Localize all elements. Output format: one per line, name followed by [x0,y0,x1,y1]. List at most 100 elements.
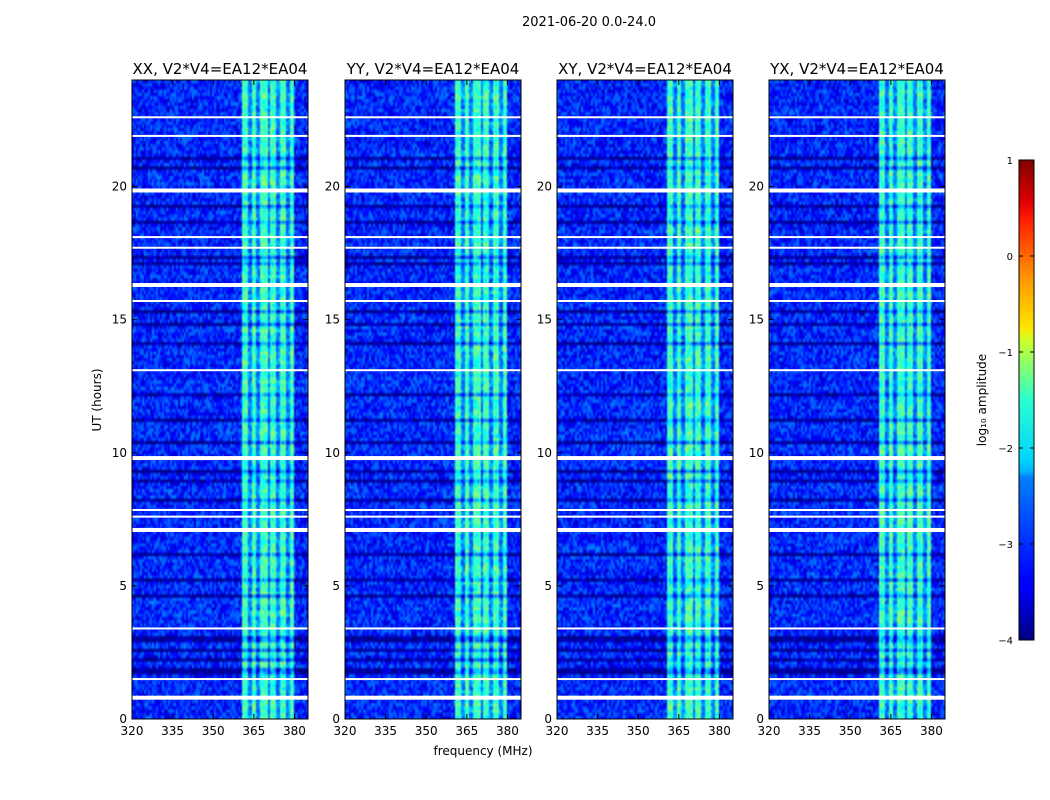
y-tick-label: 20 [749,180,764,194]
panel-3: XY, V2*V4=EA12*EA04 320 335 350 365 380 0 5 10 15… [537,60,734,738]
y-tick-label: 5 [544,579,552,593]
flag-gap-row [557,246,733,249]
flag-gap-row [769,627,945,630]
y-tick-label: 20 [325,180,340,194]
flag-gap-row [345,695,521,700]
y-axis-label: UT (hours) [90,368,104,431]
flag-gap-row [557,695,733,700]
flag-gap-row [769,246,945,249]
flag-gap-row [345,627,521,630]
x-tick-label: 365 [455,724,478,738]
flag-gap-row [769,283,945,288]
x-tick-label: 320 [334,724,357,738]
y-tick-label: 0 [332,712,340,726]
y-tick-label: 0 [544,712,552,726]
y-tick-label: 10 [537,446,552,460]
colorbar-tick-label: −3 [998,540,1013,551]
colorbar-label: log₁₀ amplitude [975,354,989,446]
panel-title: YY, V2*V4=EA12*EA04 [346,60,520,78]
flag-gap-row [132,188,308,193]
flag-gap-row [132,527,308,532]
flag-gap-row [557,283,733,288]
panel-1: XX, V2*V4=EA12*EA04 320 335 350 365 380 0 5 10 15… [112,60,309,738]
flag-gap-row [132,134,308,137]
flag-gap-row [769,236,945,239]
flag-gap-row [557,236,733,239]
x-tick-label: 335 [374,724,397,738]
flag-gap-row [557,116,733,119]
y-tick-label: 15 [537,313,552,327]
panel-4: YX, V2*V4=EA12*EA04 320 335 350 365 380 0 5 10 15… [749,60,946,738]
x-tick-label: 350 [839,724,862,738]
flag-gap-row [769,116,945,119]
x-tick-label: 320 [121,724,144,738]
flag-gap-row [769,456,945,461]
x-tick-label: 380 [920,724,943,738]
y-tick-label: 10 [325,446,340,460]
flag-gap-row [769,695,945,700]
flag-gap-row [769,369,945,372]
heatmap-image [132,80,308,719]
flag-gap-row [769,299,945,302]
flag-gap-row [345,299,521,302]
flag-gap-row [345,236,521,239]
x-tick-label: 320 [546,724,569,738]
flag-gap-row [132,515,308,518]
panel-title: XX, V2*V4=EA12*EA04 [133,60,308,78]
flag-gap-row [557,188,733,193]
y-tick-label: 10 [749,446,764,460]
colorbar-tick-label: −4 [998,636,1013,647]
flag-gap-row [557,515,733,518]
colorbar-tick-label: −1 [998,348,1013,359]
flag-gap-row [345,508,521,511]
x-tick-label: 350 [627,724,650,738]
figure-title: 2021-06-20 0.0-24.0 [522,15,656,30]
x-tick-label: 365 [667,724,690,738]
x-tick-label: 365 [242,724,265,738]
flag-gap-row [345,134,521,137]
flag-gap-row [132,283,308,288]
flag-gap-row [345,188,521,193]
flag-gap-row [132,299,308,302]
y-tick-label: 10 [112,446,127,460]
flag-gap-row [132,369,308,372]
x-tick-label: 335 [161,724,184,738]
colorbar-tick-label: −2 [998,444,1013,455]
x-tick-label: 335 [586,724,609,738]
colorbar-tick-label: 0 [1007,252,1013,263]
flag-gap-row [769,678,945,681]
y-tick-label: 20 [112,180,127,194]
flag-gap-row [557,134,733,137]
flag-gap-row [345,456,521,461]
y-tick-label: 0 [756,712,764,726]
flag-gap-row [132,236,308,239]
flag-gap-row [769,527,945,532]
flag-gap-row [345,369,521,372]
panel-title: XY, V2*V4=EA12*EA04 [558,60,732,78]
flag-gap-row [345,116,521,119]
flag-gap-row [132,116,308,119]
x-tick-label: 350 [415,724,438,738]
flag-gap-row [132,508,308,511]
plot-frame [556,79,734,720]
flag-gap-row [132,627,308,630]
panels: XX, V2*V4=EA12*EA04 320 335 350 365 380 0 5 10 15… [112,60,946,738]
x-tick-label: 380 [708,724,731,738]
x-tick-label: 365 [879,724,902,738]
colorbar: 1 0 −1 −2 −3 −4 log₁₀ amplitude [975,156,1035,647]
y-tick-label: 15 [749,313,764,327]
flag-gap-row [132,678,308,681]
flag-gap-row [345,678,521,681]
colorbar-gradient [1018,159,1035,641]
flag-gap-row [557,627,733,630]
y-tick-label: 15 [112,313,127,327]
y-tick-label: 20 [537,180,552,194]
colorbar-ticks: 1 0 −1 −2 −3 −4 [998,156,1034,647]
flag-gap-row [557,527,733,532]
plot-frame [344,79,522,720]
x-tick-label: 380 [496,724,519,738]
flag-gap-row [769,515,945,518]
flag-gap-row [345,515,521,518]
x-axis-label: frequency (MHz) [433,744,532,758]
flag-gap-row [557,299,733,302]
